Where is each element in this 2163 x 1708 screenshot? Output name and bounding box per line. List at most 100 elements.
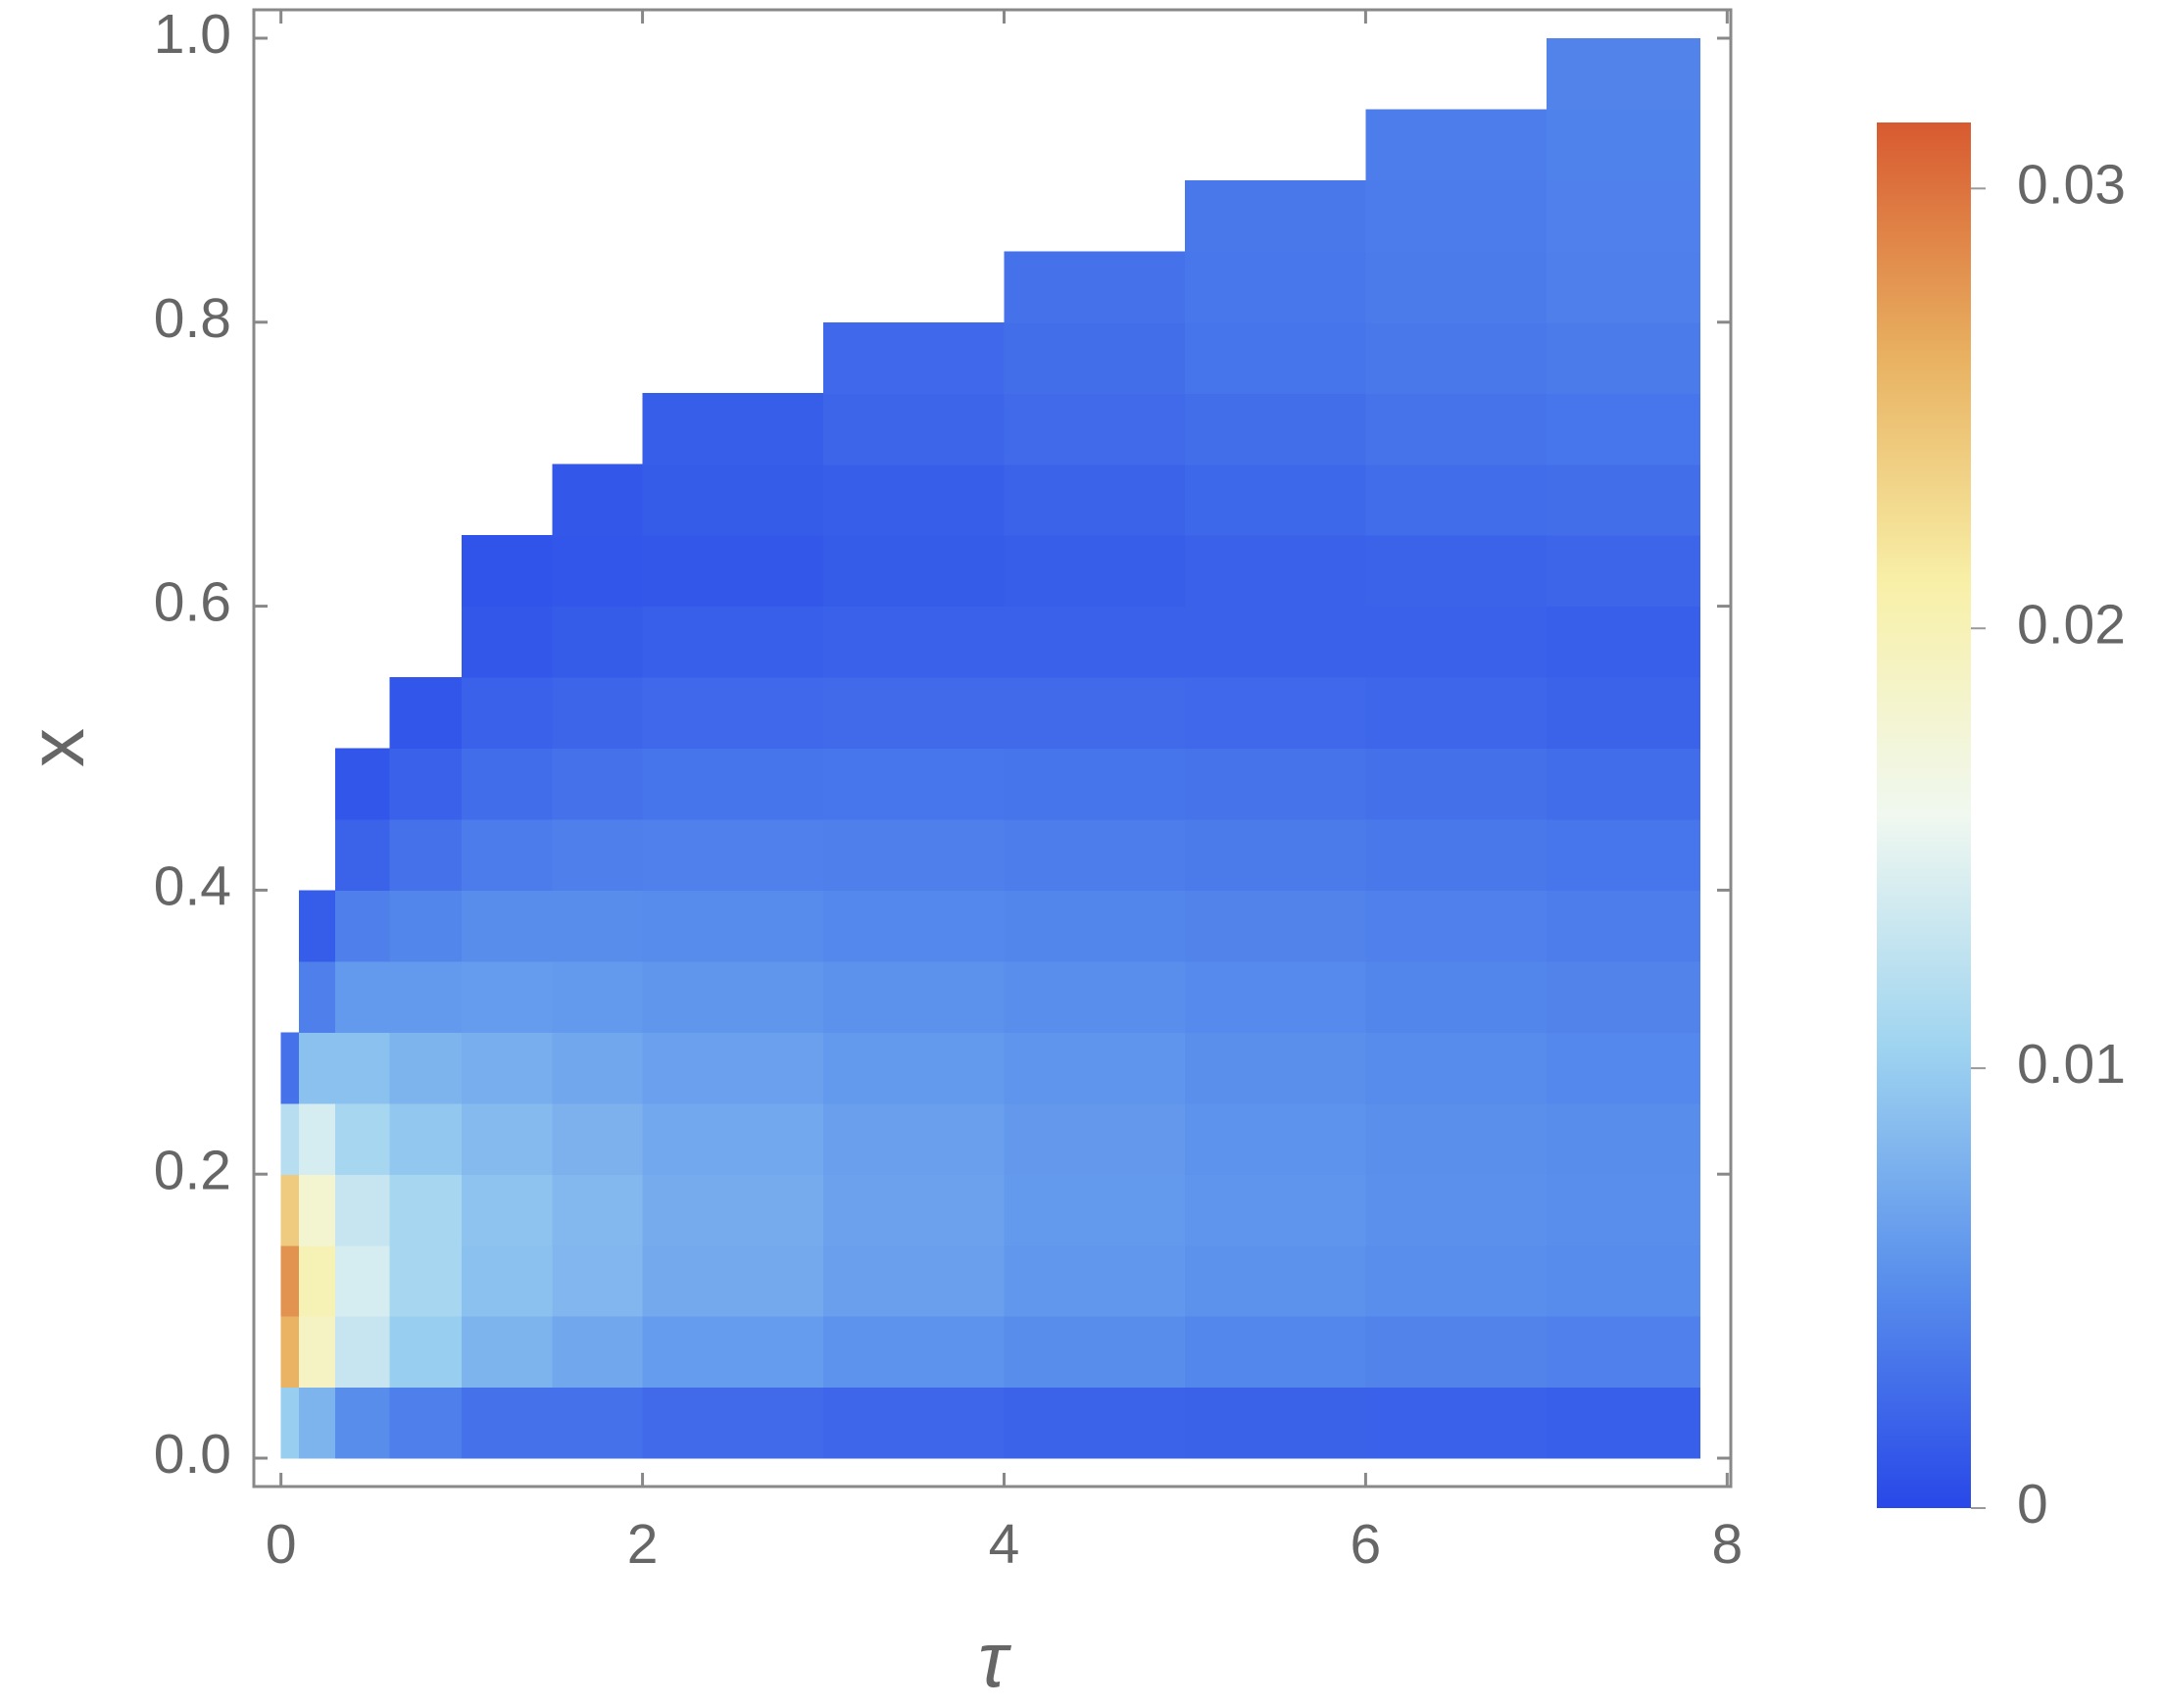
heatmap-cell — [552, 748, 644, 820]
heatmap-cell — [642, 535, 824, 608]
heatmap-cell — [462, 1032, 553, 1104]
heatmap-cell — [642, 1316, 824, 1389]
heatmap-cell — [642, 464, 824, 536]
heatmap-cell — [1184, 1244, 1367, 1317]
heatmap-cell — [1546, 1102, 1701, 1175]
heatmap-cell — [642, 748, 824, 820]
heatmap-cell — [389, 1174, 463, 1246]
heatmap-cell — [1004, 606, 1186, 678]
heatmap-cell — [1004, 748, 1186, 820]
heatmap-cell — [552, 1102, 644, 1175]
heatmap-cell — [642, 606, 824, 678]
heatmap — [280, 37, 1701, 1459]
heatmap-cell — [1546, 606, 1701, 678]
heatmap-cell — [1546, 109, 1701, 181]
heatmap-cell — [1184, 890, 1367, 962]
heatmap-cell — [1365, 1244, 1548, 1317]
heatmap-cell — [1004, 1174, 1186, 1246]
heatmap-cell — [1365, 393, 1548, 465]
heatmap-cell — [389, 890, 463, 962]
heatmap-cell — [1546, 1387, 1701, 1459]
heatmap-cell — [335, 890, 390, 962]
heatmap-cell — [389, 818, 463, 892]
heatmap-cell — [552, 606, 644, 678]
heatmap-cell — [823, 1387, 1006, 1459]
heatmap-cell — [389, 960, 463, 1033]
heatmap-cell — [552, 1387, 644, 1459]
heatmap-cell — [1004, 1387, 1186, 1459]
x-tick-label: 4 — [989, 1513, 1020, 1576]
heatmap-cell — [823, 1244, 1006, 1317]
heatmap-cell — [1184, 960, 1367, 1033]
heatmap-cell — [1184, 1174, 1367, 1246]
colorbar-tick-label: 0.02 — [2017, 593, 2126, 656]
heatmap-cell — [389, 1032, 463, 1104]
heatmap-cell — [280, 1244, 300, 1317]
heatmap-cell — [280, 1387, 300, 1459]
heatmap-cell — [1546, 1032, 1701, 1104]
heatmap-cell — [335, 1102, 390, 1175]
x-axis-label: τ — [978, 1616, 1012, 1703]
heatmap-cell — [823, 677, 1006, 750]
heatmap-cell — [389, 677, 463, 750]
heatmap-cell — [552, 1174, 644, 1246]
heatmap-cell — [462, 1102, 553, 1175]
heatmap-cell — [823, 890, 1006, 962]
heatmap-cell — [1365, 677, 1548, 750]
heatmap-cell — [823, 606, 1006, 678]
heatmap-cell — [1365, 1387, 1548, 1459]
heatmap-cell — [280, 1102, 300, 1175]
heatmap-cell — [642, 393, 824, 465]
heatmap-cell — [299, 1316, 336, 1389]
heatmap-cell — [1004, 321, 1186, 394]
heatmap-cell — [642, 1102, 824, 1175]
heatmap-cell — [389, 1316, 463, 1389]
heatmap-cell — [1184, 1316, 1367, 1389]
heatmap-cell — [1546, 818, 1701, 892]
heatmap-cell — [299, 1387, 336, 1459]
heatmap-cell — [1184, 1387, 1367, 1459]
heatmap-cell — [1546, 535, 1701, 608]
heatmap-cell — [389, 1387, 463, 1459]
heatmap-cell — [1004, 464, 1186, 536]
y-tick-label: 0.8 — [154, 287, 231, 350]
heatmap-cell — [280, 1174, 300, 1246]
heatmap-cell — [1365, 179, 1548, 252]
heatmap-cell — [335, 1244, 390, 1317]
heatmap-cell — [299, 1174, 336, 1246]
heatmap-cell — [462, 1316, 553, 1389]
x-tick-label: 6 — [1351, 1513, 1382, 1576]
heatmap-cell — [642, 677, 824, 750]
heatmap-cell — [1546, 960, 1701, 1033]
heatmap-cell — [1004, 960, 1186, 1033]
heatmap-cell — [335, 818, 390, 892]
heatmap-cell — [462, 606, 553, 678]
heatmap-cell — [1184, 179, 1367, 252]
heatmap-cell — [1004, 1244, 1186, 1317]
heatmap-cell — [1184, 748, 1367, 820]
heatmap-cell — [552, 890, 644, 962]
heatmap-cell — [1365, 535, 1548, 608]
heatmap-cell — [1184, 321, 1367, 394]
heatmap-cell — [1004, 890, 1186, 962]
heatmap-cell — [552, 1032, 644, 1104]
heatmap-cell — [642, 1244, 824, 1317]
heatmap-cell — [1004, 1032, 1186, 1104]
y-tick-label: 1.0 — [154, 3, 231, 66]
heatmap-cell — [335, 748, 390, 820]
colorbar-tick-label: 0.03 — [2017, 153, 2126, 216]
heatmap-cell — [1365, 321, 1548, 394]
heatmap-cell — [823, 960, 1006, 1033]
heatmap-cell — [1546, 748, 1701, 820]
heatmap-cell — [642, 890, 824, 962]
colorbar — [1877, 122, 1971, 1508]
heatmap-cell — [1365, 890, 1548, 962]
heatmap-cell — [462, 535, 553, 608]
heatmap-cell — [462, 748, 553, 820]
heatmap-cell — [299, 1032, 336, 1104]
heatmap-cell — [552, 1316, 644, 1389]
heatmap-cell — [1004, 535, 1186, 608]
heatmap-cell — [552, 818, 644, 892]
